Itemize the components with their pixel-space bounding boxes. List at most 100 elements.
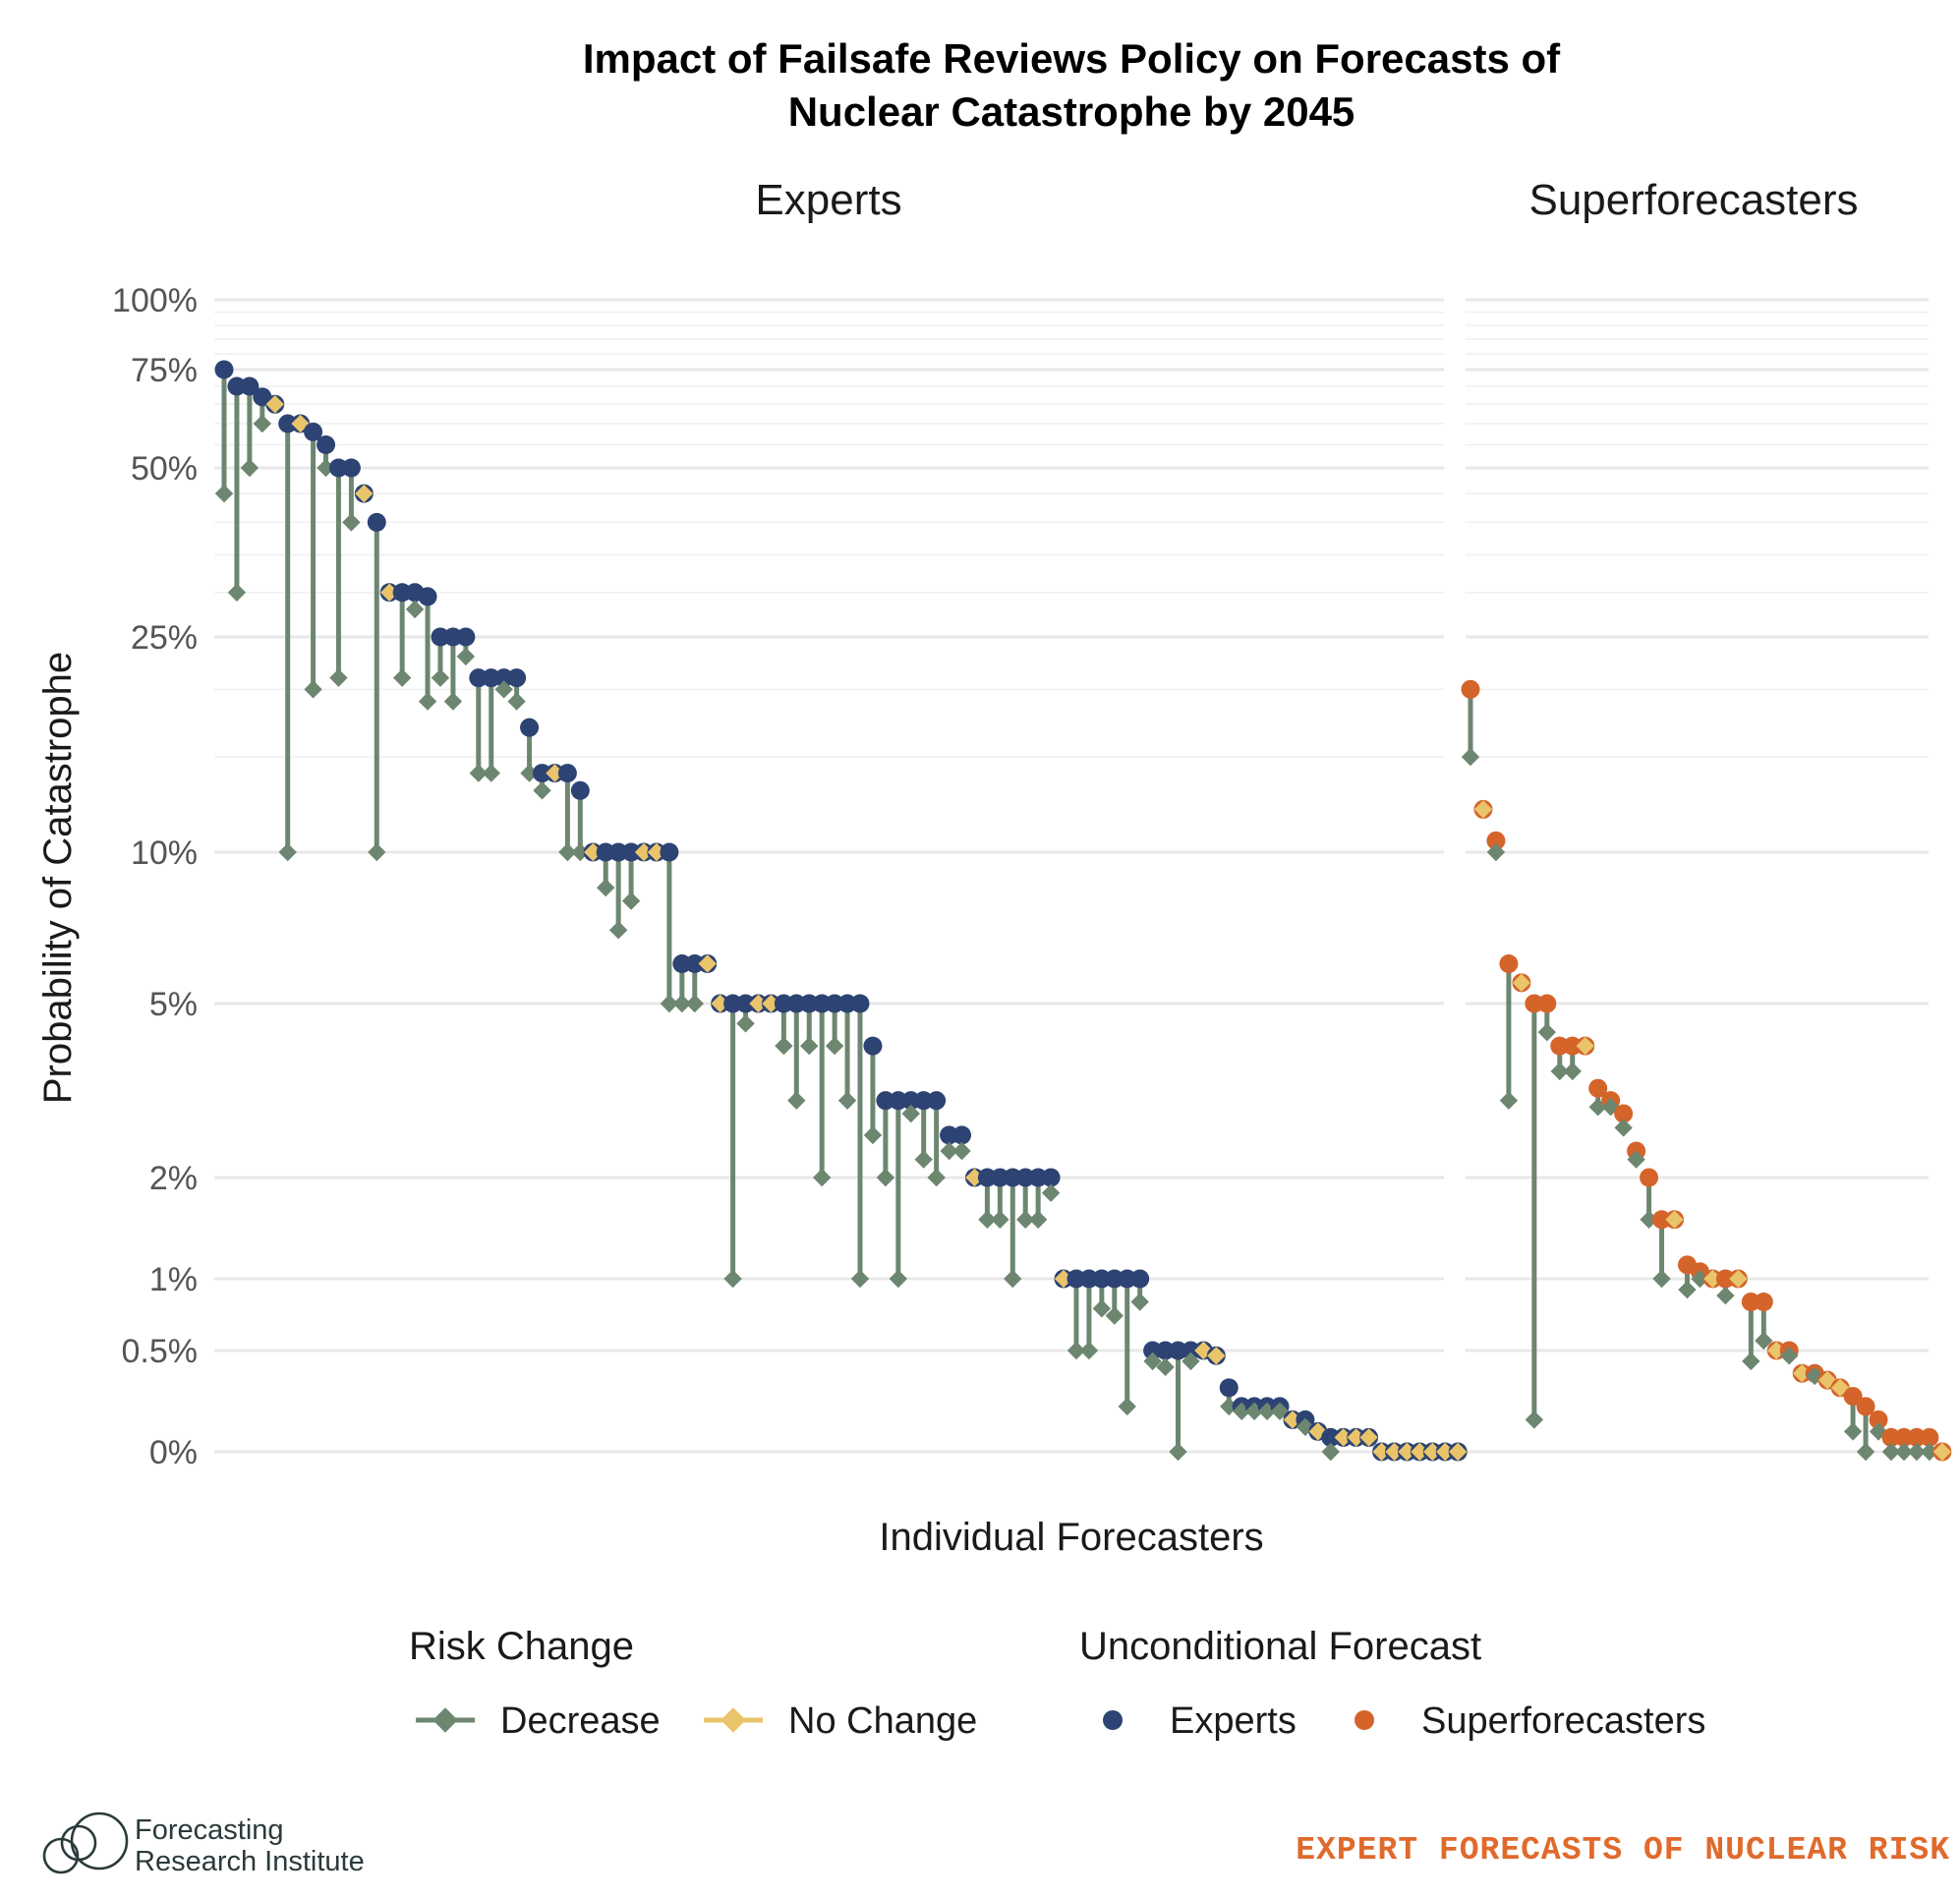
chart-title-line-1: Impact of Failsafe Reviews Policy on For…	[583, 35, 1561, 82]
conditional-point-no-change	[1207, 1347, 1226, 1365]
conditional-point-decrease	[775, 1036, 793, 1056]
conditional-point-no-change	[1334, 1428, 1353, 1447]
conditional-point-no-change	[1359, 1428, 1378, 1447]
experts-unconditional-point	[317, 434, 336, 454]
y-tick-label: 1%	[149, 1261, 198, 1298]
conditional-point-decrease	[1920, 1442, 1939, 1462]
conditional-point-decrease	[482, 764, 500, 782]
legend-title-unconditional: Unconditional Forecast	[1079, 1625, 1481, 1668]
conditional-point-decrease	[837, 1091, 857, 1110]
conditional-point-decrease	[1486, 842, 1506, 862]
conditional-point-decrease	[1627, 1150, 1645, 1169]
experts-unconditional-point	[1130, 1269, 1150, 1289]
experts-unconditional-point	[927, 1091, 947, 1111]
conditional-point-decrease	[1092, 1299, 1112, 1318]
y-tick-label: 100%	[112, 282, 198, 319]
conditional-point-decrease	[660, 994, 679, 1013]
conditional-point-no-change	[1385, 1442, 1404, 1462]
conditional-point-decrease	[1169, 1442, 1187, 1462]
conditional-point-decrease	[431, 668, 450, 687]
conditional-point-decrease	[214, 484, 234, 503]
conditional-point-decrease	[1004, 1269, 1022, 1289]
conditional-point-no-change	[546, 764, 564, 782]
conditional-point-no-change	[380, 583, 399, 602]
panel-superforecasters	[1461, 679, 1952, 1462]
conditional-point-decrease	[621, 892, 641, 910]
conditional-point-decrease	[1041, 1183, 1061, 1202]
facet-label-superforecasters: Superforecasters	[1528, 176, 1858, 224]
conditional-point-decrease	[1537, 1022, 1557, 1042]
legend-label-superforecasters: Superforecasters	[1421, 1700, 1705, 1742]
y-axis-ticks: 0% 0.5% 1% 2% 5% 10% 25% 50% 75% 100%	[112, 282, 198, 1471]
conditional-point-decrease	[1856, 1442, 1875, 1462]
experts-unconditional-point	[341, 458, 361, 478]
conditional-point-decrease	[520, 764, 539, 782]
experts-unconditional-point	[520, 718, 540, 737]
experts-unconditional-point	[456, 627, 476, 647]
fri-logo-icon	[42, 1812, 129, 1874]
conditional-point-decrease	[1755, 1331, 1773, 1351]
legend-key-decrease	[416, 1707, 475, 1733]
conditional-point-decrease	[1881, 1442, 1901, 1462]
conditional-point-decrease	[253, 414, 272, 433]
conditional-point-decrease	[1130, 1293, 1149, 1311]
conditional-point-no-change	[634, 842, 654, 862]
conditional-point-decrease	[825, 1036, 844, 1056]
conditional-point-no-change	[1793, 1364, 1812, 1383]
conditional-point-decrease	[317, 458, 335, 478]
experts-unconditional-point	[850, 994, 870, 1013]
conditional-point-decrease	[1843, 1422, 1863, 1441]
experts-unconditional-point	[863, 1036, 883, 1056]
conditional-point-decrease	[991, 1210, 1009, 1229]
conditional-point-decrease	[685, 994, 704, 1013]
conditional-point-decrease	[507, 692, 526, 711]
conditional-point-decrease	[672, 994, 692, 1013]
conditional-point-decrease	[1907, 1442, 1927, 1462]
conditional-point-decrease	[1716, 1286, 1735, 1305]
superforecasters-unconditional-point	[1461, 679, 1480, 699]
conditional-point-decrease	[876, 1168, 895, 1187]
legend-label-experts: Experts	[1170, 1700, 1297, 1742]
conditional-point-decrease	[927, 1168, 946, 1187]
conditional-point-decrease	[1780, 1347, 1799, 1365]
conditional-point-decrease	[940, 1141, 958, 1161]
conditional-point-no-change	[1448, 1442, 1468, 1462]
conditional-point-decrease	[978, 1210, 997, 1229]
experts-unconditional-point	[240, 376, 259, 396]
conditional-point-decrease	[812, 1168, 832, 1187]
conditional-point-decrease	[863, 1125, 883, 1145]
superforecasters-unconditional-point	[1754, 1293, 1773, 1312]
conditional-point-decrease	[405, 600, 425, 619]
conditional-point-decrease	[418, 692, 437, 711]
conditional-point-decrease	[1028, 1210, 1048, 1229]
conditional-point-no-change	[698, 954, 717, 973]
conditional-point-decrease	[914, 1150, 933, 1169]
panel-experts	[214, 360, 1468, 1462]
logo-text-line-2: Research Institute	[135, 1846, 365, 1877]
experts-unconditional-point	[1219, 1378, 1239, 1398]
conditional-point-no-change	[965, 1168, 984, 1187]
superforecasters-unconditional-point	[1614, 1104, 1634, 1123]
conditional-point-no-change	[584, 842, 603, 862]
y-axis-title: Probability of Catastrophe	[36, 652, 80, 1104]
conditional-point-no-change	[1398, 1442, 1416, 1462]
superforecasters-unconditional-point	[1499, 953, 1519, 973]
conditional-point-decrease	[443, 692, 463, 711]
legend-key-no-change	[704, 1707, 763, 1733]
x-axis-title: Individual Forecasters	[879, 1516, 1263, 1559]
conditional-point-decrease	[850, 1269, 870, 1289]
y-tick-label: 2%	[149, 1160, 198, 1197]
experts-unconditional-point	[214, 360, 234, 379]
conditional-point-decrease	[1182, 1352, 1200, 1371]
conditional-point-decrease	[1691, 1269, 1709, 1289]
legend-title-risk-change: Risk Change	[409, 1625, 634, 1668]
conditional-point-no-change	[749, 994, 768, 1013]
conditional-point-decrease	[1156, 1357, 1175, 1377]
experts-unconditional-point	[507, 668, 527, 688]
conditional-point-no-change	[1372, 1442, 1391, 1462]
legend-label-no-change: No Change	[788, 1700, 977, 1742]
conditional-point-decrease	[278, 842, 297, 862]
y-tick-label: 25%	[131, 619, 198, 657]
conditional-point-decrease	[1499, 1091, 1519, 1110]
